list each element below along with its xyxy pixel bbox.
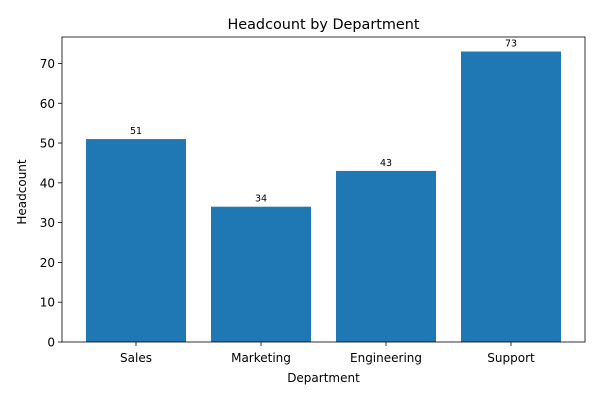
y-tick-label: 40 — [40, 176, 55, 190]
plot-area: 51 Sales 34 Marketing 43 Engineering 73 Support… — [40, 36, 586, 365]
y-tick-label: 0 — [47, 336, 55, 350]
bar-marketing — [211, 206, 311, 342]
data-label-marketing: 34 — [255, 194, 267, 205]
x-axis-label: Department — [287, 371, 360, 385]
bar-engineering — [336, 170, 436, 342]
data-label-sales: 51 — [130, 126, 142, 137]
bar-support — [461, 51, 561, 343]
y-tick-label: 10 — [40, 296, 55, 310]
x-tick-label-marketing: Marketing — [231, 351, 291, 365]
y-axis-label: Headcount — [15, 159, 29, 225]
bar-sales — [86, 139, 186, 342]
y-tick-label: 50 — [40, 137, 55, 151]
axes-frame — [61, 36, 586, 343]
x-tick-label-support: Support — [487, 351, 535, 365]
y-tick-label: 70 — [40, 57, 55, 71]
y-tick-label: 30 — [40, 216, 55, 230]
y-tick-label: 20 — [40, 256, 55, 270]
data-label-support: 73 — [505, 39, 517, 50]
data-label-engineering: 43 — [380, 158, 392, 169]
y-tick-label: 60 — [40, 97, 55, 111]
x-tick-label-sales: Sales — [120, 351, 152, 365]
x-tick-label-engineering: Engineering — [350, 351, 422, 365]
chart-title: Headcount by Department — [227, 17, 419, 33]
